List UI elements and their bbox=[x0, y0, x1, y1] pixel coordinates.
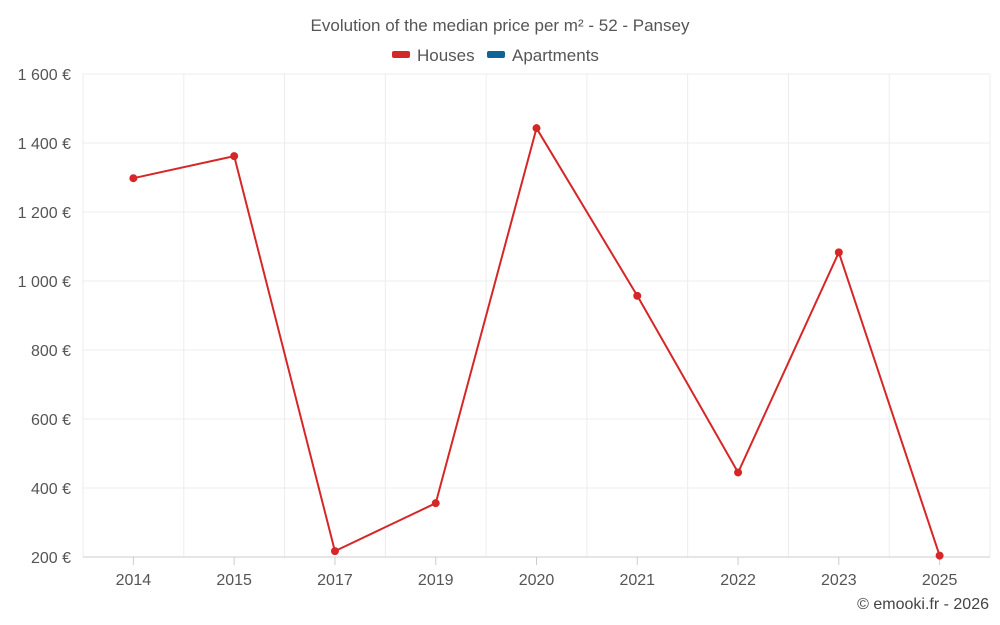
legend-label-apartments: Apartments bbox=[512, 46, 599, 65]
legend-swatch-apartments bbox=[487, 51, 505, 58]
series-layer bbox=[129, 124, 944, 560]
x-tick-label: 2023 bbox=[821, 572, 857, 589]
data-point-houses[interactable] bbox=[129, 174, 138, 183]
data-point-houses[interactable] bbox=[532, 124, 541, 133]
data-point-houses[interactable] bbox=[834, 248, 843, 257]
legend: Houses Apartments bbox=[392, 46, 599, 65]
data-point-houses[interactable] bbox=[935, 551, 944, 560]
legend-swatch-houses bbox=[392, 51, 410, 58]
x-tick-label: 2015 bbox=[216, 572, 252, 589]
data-point-houses[interactable] bbox=[734, 468, 743, 477]
data-point-houses[interactable] bbox=[330, 547, 339, 556]
y-tick-label: 1 400 € bbox=[18, 136, 71, 153]
x-tick-label: 2014 bbox=[116, 572, 152, 589]
credit-text[interactable]: © emooki.fr - 2026 bbox=[857, 596, 989, 613]
y-tick-label: 1 600 € bbox=[18, 67, 71, 84]
series-line-houses bbox=[133, 127, 941, 556]
x-tick-label: 2017 bbox=[317, 572, 353, 589]
x-tick-label: 2025 bbox=[922, 572, 958, 589]
x-tick-label: 2021 bbox=[619, 572, 655, 589]
y-tick-label: 600 € bbox=[31, 412, 71, 429]
y-tick-label: 800 € bbox=[31, 343, 71, 360]
data-point-houses[interactable] bbox=[431, 499, 440, 508]
data-point-houses[interactable] bbox=[633, 291, 642, 300]
x-tick-label: 2022 bbox=[720, 572, 756, 589]
data-point-houses[interactable] bbox=[230, 152, 239, 161]
x-tick-label: 2020 bbox=[519, 572, 555, 589]
legend-item-houses[interactable]: Houses bbox=[392, 46, 475, 65]
y-tick-label: 1 000 € bbox=[18, 274, 71, 291]
legend-item-apartments[interactable]: Apartments bbox=[487, 46, 599, 65]
y-tick-label: 1 200 € bbox=[18, 205, 71, 222]
y-tick-label: 400 € bbox=[31, 481, 71, 498]
x-tick-label: 2019 bbox=[418, 572, 454, 589]
grid bbox=[82, 73, 991, 557]
chart-title: Evolution of the median price per m² - 5… bbox=[311, 16, 690, 35]
y-tick-label: 200 € bbox=[31, 550, 71, 567]
legend-label-houses: Houses bbox=[417, 46, 475, 65]
axes: 200 € 400 € 600 € 800 € 1 000 € 1 200 € 1 400 … bbox=[18, 67, 990, 589]
